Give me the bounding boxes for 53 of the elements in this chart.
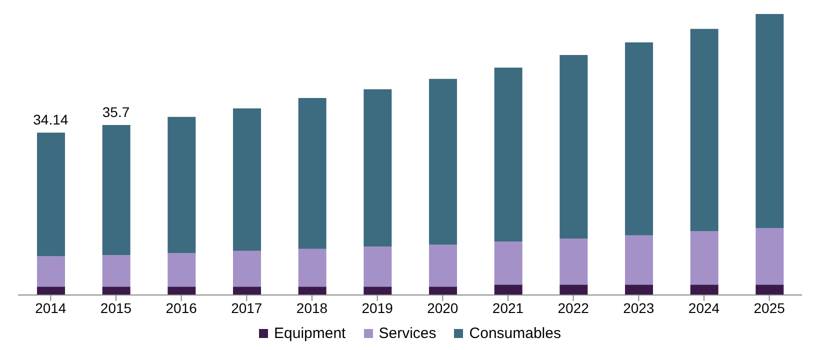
x-tick-label: 2015	[100, 300, 132, 316]
x-tick-label: 2014	[35, 300, 66, 316]
bar	[364, 89, 392, 247]
bar	[756, 284, 784, 295]
x-tick-label: 2016	[166, 300, 198, 316]
x-tick-label: 2024	[688, 300, 720, 316]
x-tick-label: 2023	[623, 300, 654, 316]
bar	[102, 255, 130, 287]
x-tick-label: 2018	[296, 300, 328, 316]
x-tick-label: 2017	[231, 300, 262, 316]
bar	[298, 248, 326, 287]
x-tick-label: 2020	[427, 300, 458, 316]
bar	[625, 42, 653, 236]
bar	[102, 124, 130, 256]
annotation: 35.7	[102, 104, 130, 120]
bar	[625, 235, 653, 285]
legend-label: Consumables	[469, 325, 561, 342]
bar	[429, 286, 457, 295]
bar	[560, 284, 588, 295]
bar	[37, 132, 65, 256]
annotation: 34.14	[33, 112, 68, 128]
bar	[233, 250, 261, 287]
bar	[364, 286, 392, 295]
legend-label: Services	[378, 325, 436, 342]
bar	[429, 78, 457, 245]
bar	[298, 286, 326, 295]
bar	[690, 231, 718, 285]
x-tick-label: 2021	[492, 300, 524, 316]
legend-label: Equipment	[274, 325, 346, 342]
bar	[364, 246, 392, 287]
bar	[756, 228, 784, 285]
bar	[690, 284, 718, 295]
bar	[690, 28, 718, 232]
bar	[429, 244, 457, 287]
bar	[494, 284, 522, 295]
bar	[298, 98, 326, 249]
bar	[37, 286, 65, 295]
bar	[756, 14, 784, 228]
bar	[102, 286, 130, 295]
bar	[233, 108, 261, 251]
bar	[233, 286, 261, 295]
bar	[560, 238, 588, 285]
bar	[37, 256, 65, 287]
bar	[168, 286, 196, 295]
bar	[560, 55, 588, 239]
bar	[168, 253, 196, 287]
bar	[494, 68, 522, 242]
x-tick-label: 2025	[754, 300, 786, 316]
x-tick-label: 2019	[362, 300, 394, 316]
x-tick-label: 2022	[558, 300, 590, 316]
bar	[494, 242, 522, 285]
bar	[168, 116, 196, 254]
bar	[625, 284, 653, 295]
